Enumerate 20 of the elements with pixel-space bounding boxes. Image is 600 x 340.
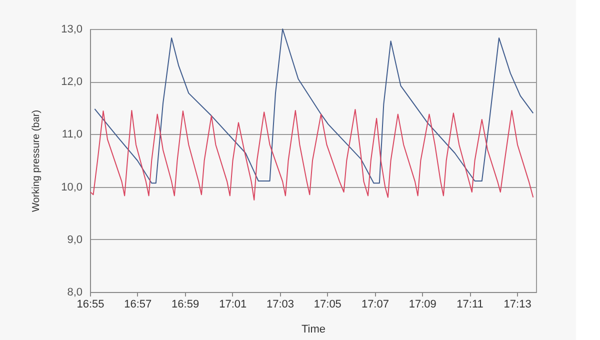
y-axis-title: Working pressure (bar): [31, 110, 42, 212]
x-tick-label: 16:55: [76, 298, 104, 310]
y-tick-label: 10,0: [61, 181, 82, 194]
x-tick-label: 17:05: [314, 298, 342, 310]
x-tick-label: 16:57: [124, 298, 152, 310]
y-tick-label: 11,0: [62, 128, 82, 141]
x-tick-label: 17:07: [361, 298, 389, 310]
x-tick-label: 17:13: [504, 298, 532, 310]
y-tick-label: 12,0: [61, 76, 82, 88]
line-series: [90, 108, 534, 200]
y-tick-label: 8,0: [67, 286, 82, 298]
x-tick-label: 17:03: [266, 298, 294, 310]
line-series: [94, 28, 534, 184]
y-tick-label: 13,0: [61, 24, 82, 36]
x-axis-title: Time: [301, 324, 326, 336]
x-tick-label: 17:09: [408, 298, 436, 310]
x-tick-label: 16:59: [172, 298, 200, 310]
y-tick-label: 9,0: [67, 234, 82, 246]
x-tick-label: 17:11: [456, 298, 484, 310]
x-tick-label: 17:01: [219, 298, 247, 310]
